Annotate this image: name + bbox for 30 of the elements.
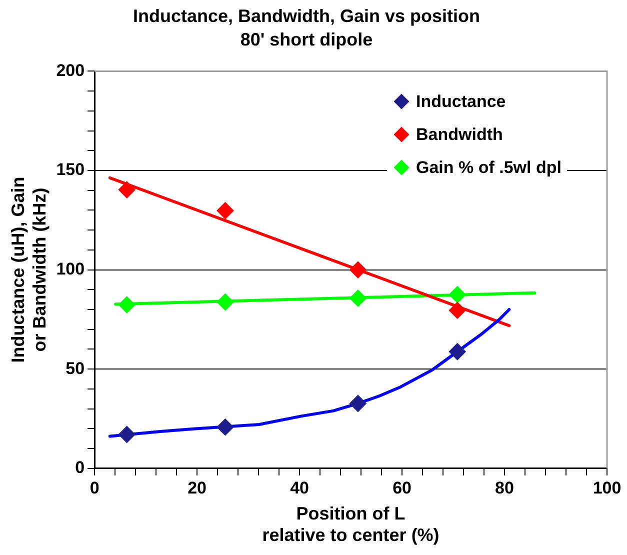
y-tick-label: 100 — [56, 259, 85, 278]
point — [349, 394, 366, 412]
legend-label: Bandwidth — [416, 124, 503, 145]
point — [118, 296, 136, 314]
x-tick-label: 100 — [592, 478, 622, 498]
x-tick-label: 0 — [90, 478, 100, 498]
point — [118, 181, 136, 198]
chart-subtitle: 80' short dipole — [240, 29, 373, 50]
y-tick-label: 200 — [56, 60, 85, 80]
x-tick-label: 20 — [188, 478, 207, 498]
x-axis-title: Position of L relative to center (%) — [262, 504, 440, 546]
x-tick-label: 40 — [290, 478, 309, 498]
point — [216, 202, 234, 220]
point — [448, 286, 466, 304]
point — [448, 343, 466, 360]
x-tick-label: 60 — [392, 478, 412, 498]
legend-label: Inductance — [416, 92, 506, 112]
chart-title: Inductance, Bandwidth, Gain vs position — [132, 6, 480, 26]
point — [349, 290, 366, 307]
y-tick-label: 50 — [66, 358, 85, 378]
legend-label: Gain % of .5wl dpl — [416, 158, 562, 178]
x-tick-label: 80 — [495, 478, 514, 498]
y-tick-label: 150 — [56, 160, 85, 180]
point — [448, 302, 466, 319]
y-axis-title: Inductance (uH), Gain or Bandwidth (kHz) — [8, 176, 50, 363]
point — [216, 293, 234, 310]
y-tick-label: 0 — [75, 458, 85, 478]
point — [349, 261, 366, 278]
point — [118, 426, 136, 443]
point — [216, 418, 234, 436]
